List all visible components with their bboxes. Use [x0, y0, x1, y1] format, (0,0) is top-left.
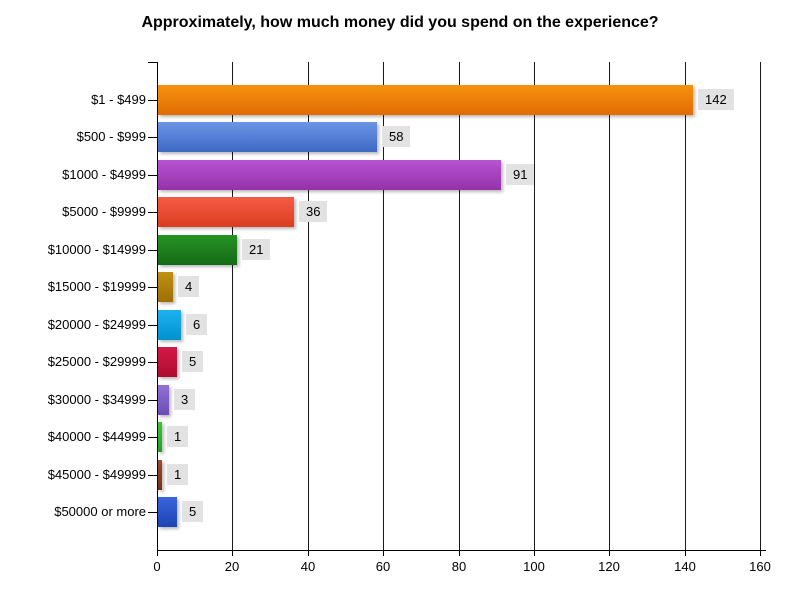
bar [158, 235, 237, 265]
x-tick-label: 40 [300, 559, 316, 574]
x-tick-label: 60 [375, 559, 391, 574]
x-tick-label: 120 [598, 559, 620, 574]
gridline [534, 62, 535, 550]
x-tick-label: 0 [153, 559, 161, 574]
category-label: $40000 - $44999 [47, 429, 146, 444]
x-tick-label: 140 [674, 559, 696, 574]
bar [158, 197, 294, 227]
category-tick [148, 250, 157, 251]
bar [158, 85, 693, 115]
value-label: 4 [178, 276, 200, 297]
x-axis-tick [157, 550, 158, 556]
value-label: 58 [382, 126, 411, 147]
x-axis-tick [685, 550, 686, 556]
gridline [232, 62, 233, 550]
bar [158, 385, 169, 415]
x-axis-tick [609, 550, 610, 556]
category-label: $25000 - $29999 [47, 354, 146, 369]
category-label: $50000 or more [54, 504, 146, 519]
x-axis-tick [308, 550, 309, 556]
category-label: $5000 - $9999 [62, 204, 146, 219]
category-label: $10000 - $14999 [47, 242, 146, 257]
value-label: 3 [174, 389, 196, 410]
gridline [459, 62, 460, 550]
y-axis-end-tick [148, 62, 157, 63]
bar [158, 160, 501, 190]
value-label: 6 [186, 314, 208, 335]
value-label: 5 [182, 351, 204, 372]
gridline [383, 62, 384, 550]
x-tick-label: 80 [451, 559, 467, 574]
value-label: 1 [167, 464, 189, 485]
category-label: $500 - $999 [76, 129, 146, 144]
category-label: $30000 - $34999 [47, 392, 146, 407]
x-axis-tick [232, 550, 233, 556]
y-axis-line [157, 62, 158, 550]
category-tick [148, 512, 157, 513]
gridline [685, 62, 686, 550]
x-axis-tick [534, 550, 535, 556]
gridline [760, 62, 761, 550]
category-tick [148, 287, 157, 288]
category-tick [148, 100, 157, 101]
category-label: $1000 - $4999 [62, 167, 146, 182]
bar [158, 422, 162, 452]
chart-title: Approximately, how much money did you sp… [141, 14, 659, 31]
bar [158, 272, 173, 302]
value-label: 1 [167, 426, 189, 447]
bar [158, 122, 377, 152]
x-tick-label: 20 [224, 559, 240, 574]
category-tick [148, 137, 157, 138]
bar [158, 460, 162, 490]
gridline [308, 62, 309, 550]
value-label: 5 [182, 501, 204, 522]
category-tick [148, 400, 157, 401]
category-tick [148, 325, 157, 326]
category-label: $15000 - $19999 [47, 279, 146, 294]
gridline [609, 62, 610, 550]
x-axis-tick [383, 550, 384, 556]
category-label: $45000 - $49999 [47, 467, 146, 482]
category-tick [148, 362, 157, 363]
x-axis-line [157, 550, 766, 551]
value-label: 21 [242, 239, 271, 260]
category-label: $1 - $499 [91, 92, 146, 107]
category-tick [148, 437, 157, 438]
x-axis-tick [760, 550, 761, 556]
x-tick-label: 160 [749, 559, 771, 574]
value-label: 142 [698, 89, 734, 110]
bar [158, 310, 181, 340]
value-label: 91 [506, 164, 535, 185]
x-tick-label: 100 [523, 559, 545, 574]
value-label: 36 [299, 201, 328, 222]
category-tick [148, 175, 157, 176]
category-tick [148, 212, 157, 213]
category-tick [148, 475, 157, 476]
x-axis-tick [459, 550, 460, 556]
bar [158, 497, 177, 527]
category-label: $20000 - $24999 [47, 317, 146, 332]
bar [158, 347, 177, 377]
